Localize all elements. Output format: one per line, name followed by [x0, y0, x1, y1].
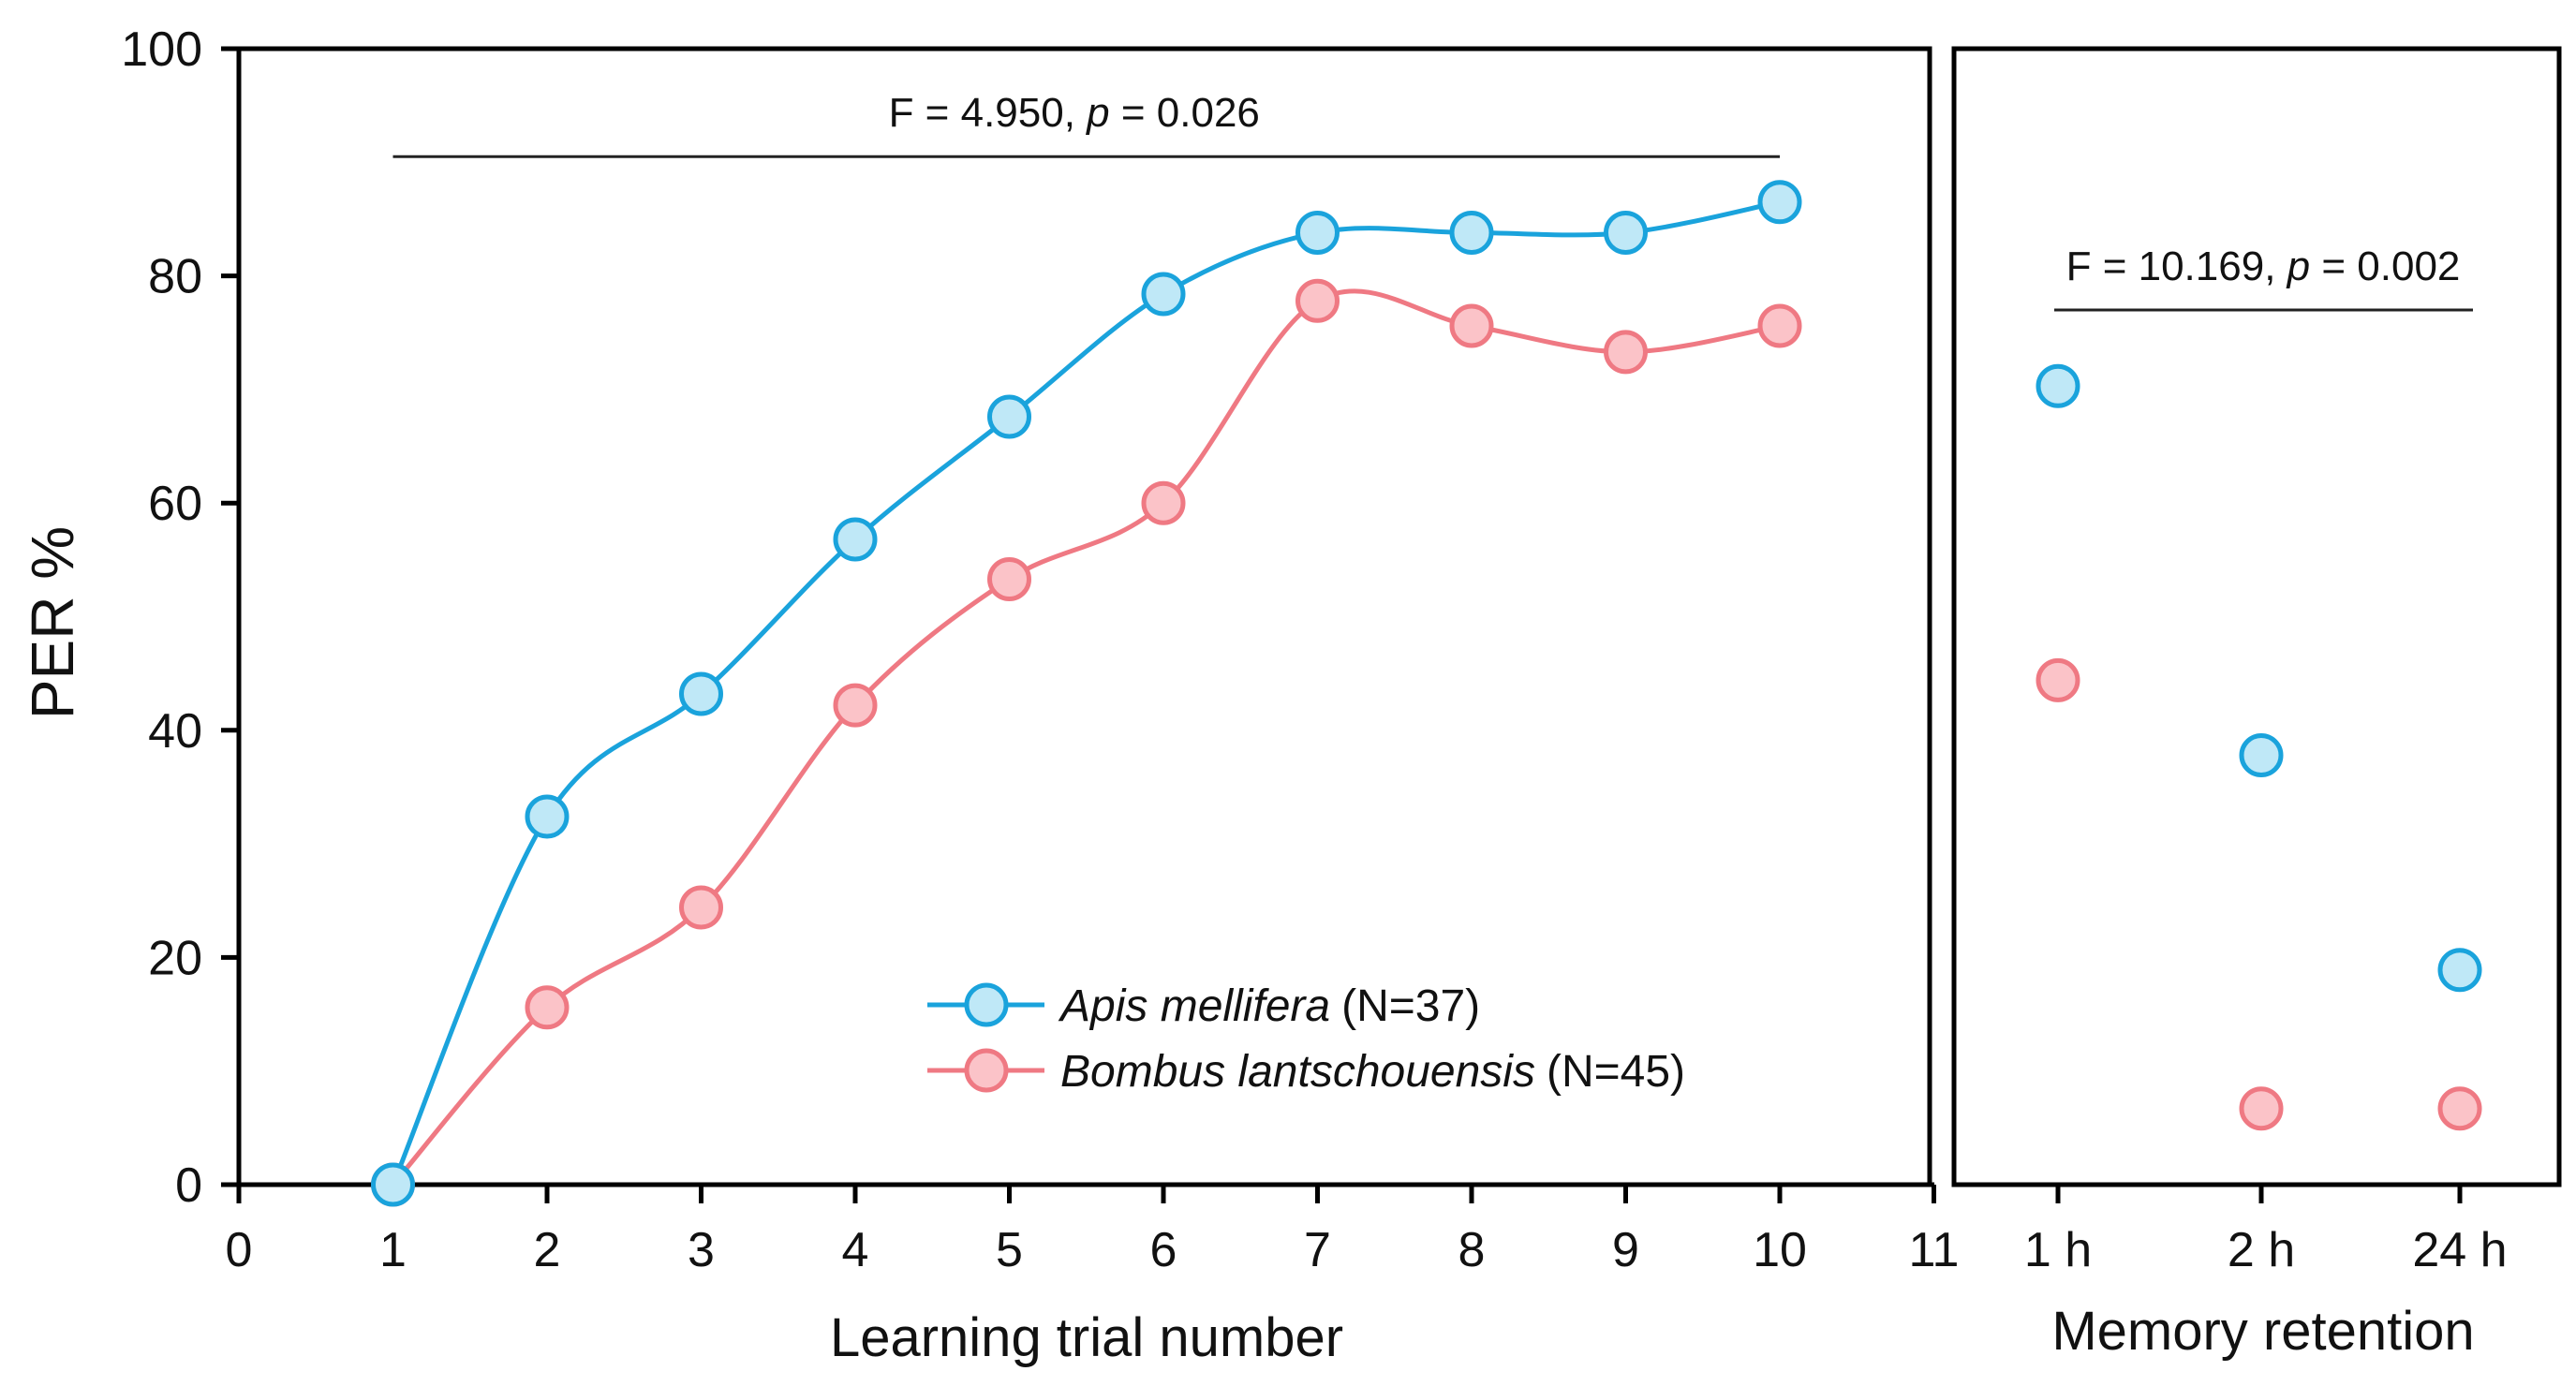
- x-tick-label: 11: [1909, 1223, 1960, 1277]
- x-axis-title: Learning trial number: [830, 1307, 1343, 1368]
- x-tick-label: 1: [379, 1223, 407, 1277]
- bombus-point: [679, 885, 723, 930]
- bombus-curve: [391, 288, 1781, 1187]
- x-tick-label: 3: [688, 1223, 715, 1277]
- x-tick-label: 5: [996, 1223, 1023, 1277]
- x-tick-label: 10: [1753, 1223, 1807, 1277]
- legend-bombus-name: Bombus lantschouensis: [1060, 1047, 1535, 1097]
- bombus-point: [1295, 278, 1340, 323]
- bombus-point: [987, 556, 1031, 601]
- bombus-point: [525, 985, 570, 1030]
- legend-bombus-label: Bombus lantschouensis (N=45): [1060, 1047, 1685, 1097]
- y-tick-label: 100: [121, 22, 202, 77]
- memory-tick-label: 2 h: [2228, 1223, 2295, 1277]
- x-axis-ticks: 0 1 2 3 4 5 6 7 8 9 10 11: [226, 1185, 1960, 1277]
- legend-bombus-marker: [964, 1048, 1009, 1093]
- apis-point: [371, 1162, 415, 1207]
- memory-panel: 1 h 2 h 24 h F = 10.169, p = 0.002 Memory …: [1951, 46, 2562, 1362]
- memory-series: [2036, 363, 2482, 1131]
- learning-stat-annotation: F = 4.950, p = 0.026: [392, 90, 1780, 158]
- anova-prefix: F = 4.950,: [889, 90, 1088, 136]
- bombus-point: [1141, 480, 1186, 525]
- memory-suffix: = 0.002: [2310, 243, 2460, 289]
- apis-point: [1604, 211, 1648, 256]
- memory-axis-ticks: 1 h 2 h 24 h: [2024, 1185, 2508, 1277]
- memory-plot-frame: [1951, 46, 2562, 1187]
- bombus-memory-point: [2239, 1086, 2284, 1131]
- apis-point: [987, 394, 1031, 439]
- apis-point: [833, 517, 878, 562]
- apis-point: [1449, 211, 1494, 256]
- x-tick-label: 8: [1458, 1223, 1486, 1277]
- legend-apis-marker: [964, 982, 1009, 1027]
- legend-apis-label: Apis mellifera (N=37): [1058, 981, 1480, 1031]
- legend-bombus-n: (N=45): [1547, 1047, 1685, 1097]
- p-symbol: p: [1085, 90, 1109, 136]
- x-tick-label: 7: [1304, 1223, 1331, 1277]
- x-tick-label: 4: [842, 1223, 869, 1277]
- anova-stat-text: F = 4.950, p = 0.026: [889, 90, 1260, 136]
- memory-stat-text: F = 10.169, p = 0.002: [2066, 243, 2461, 289]
- learning-series: [371, 180, 1802, 1207]
- legend-apis-name: Apis mellifera: [1058, 981, 1330, 1031]
- apis-memory-point: [2437, 948, 2482, 993]
- y-tick-label: 80: [148, 250, 202, 304]
- bombus-point: [833, 683, 878, 728]
- bombus-point: [1449, 303, 1494, 348]
- y-tick-label: 60: [148, 477, 202, 531]
- y-axis-ticks: 0 20 40 60 80 100: [121, 22, 239, 1213]
- apis-point: [525, 794, 570, 839]
- memory-prefix: F = 10.169,: [2066, 243, 2287, 289]
- anova-suffix: = 0.026: [1110, 90, 1260, 136]
- apis-memory-point: [2239, 732, 2284, 777]
- bombus-memory-point: [2437, 1086, 2482, 1131]
- apis-curve: [391, 199, 1781, 1186]
- legend-apis-n: (N=37): [1341, 981, 1480, 1031]
- memory-axis-title: Memory retention: [2051, 1301, 2474, 1362]
- apis-point: [1141, 272, 1186, 317]
- x-tick-label: 9: [1612, 1223, 1639, 1277]
- memory-p-symbol: p: [2286, 243, 2310, 289]
- apis-point: [1757, 180, 1802, 225]
- learning-plot-frame: [236, 46, 1932, 1187]
- y-axis-title: PER %: [19, 526, 86, 719]
- legend: Apis mellifera (N=37) Bombus lantschouens…: [927, 981, 1685, 1097]
- y-tick-label: 40: [148, 704, 202, 759]
- apis-point: [1295, 211, 1340, 256]
- memory-stat-annotation: F = 10.169, p = 0.002: [2054, 243, 2473, 312]
- bombus-point: [1757, 303, 1802, 348]
- bombus-memory-point: [2036, 657, 2080, 702]
- x-tick-label: 6: [1150, 1223, 1177, 1277]
- y-tick-label: 20: [148, 931, 202, 985]
- memory-tick-label: 1 h: [2024, 1223, 2092, 1277]
- apis-memory-point: [2036, 363, 2080, 408]
- learning-panel: 0 20 40 60 80 100 0 1 2 3 4 5 6 7 8 9 10 11 F = 4.950, p…: [19, 22, 1959, 1368]
- x-tick-label: 2: [534, 1223, 561, 1277]
- bombus-point: [1604, 330, 1648, 375]
- memory-tick-label: 24 h: [2412, 1223, 2507, 1277]
- x-tick-label: 0: [226, 1223, 253, 1277]
- apis-point: [679, 671, 723, 716]
- y-tick-label: 0: [175, 1158, 202, 1213]
